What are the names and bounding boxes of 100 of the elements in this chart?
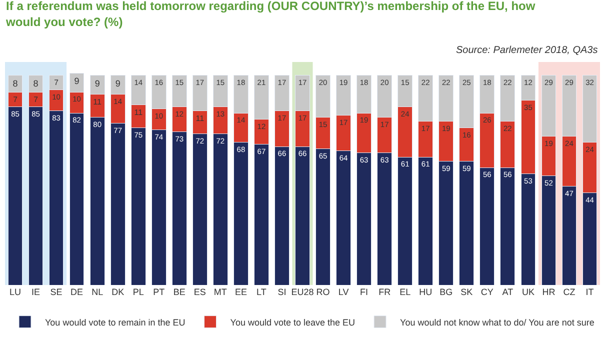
data-label: 29 (565, 78, 574, 87)
x-tick-label: EE (234, 287, 247, 297)
data-label: 17 (298, 114, 307, 123)
data-label: 14 (114, 96, 122, 106)
data-label: 17 (339, 118, 348, 127)
data-label: 47 (565, 189, 574, 198)
data-label: 63 (360, 156, 368, 165)
data-label: 74 (154, 132, 164, 142)
data-label: 52 (544, 178, 553, 188)
data-label: 11 (93, 97, 102, 106)
x-tick-label: CY (480, 287, 494, 297)
data-label: 8 (33, 78, 38, 88)
data-label: 65 (318, 151, 328, 160)
x-tick-label: DE (70, 287, 84, 297)
data-label: 56 (504, 170, 512, 180)
data-label: 15 (400, 78, 410, 87)
x-tick-label: SI (278, 287, 286, 297)
data-label: 10 (154, 111, 164, 120)
data-label: 75 (134, 130, 143, 140)
data-label: 32 (586, 78, 594, 87)
x-tick-label: EL (400, 287, 411, 297)
data-label: 10 (72, 94, 81, 104)
x-tick-label: SE (50, 287, 62, 297)
data-label: 19 (360, 116, 368, 125)
data-label: 16 (462, 130, 471, 140)
data-label: 8 (12, 78, 18, 88)
data-label: 72 (196, 136, 204, 146)
data-label: 9 (74, 76, 80, 86)
source-note: Source: Parlemeter 2018, QA3s (456, 45, 598, 56)
x-tick-label: NL (92, 287, 104, 297)
x-tick-label: UK (522, 287, 534, 297)
data-label: 24 (586, 145, 594, 154)
data-label: 12 (524, 78, 532, 87)
data-label: 64 (339, 153, 348, 162)
data-label: 20 (380, 78, 389, 87)
x-tick-label: LT (256, 287, 267, 297)
data-label: 24 (400, 109, 410, 118)
data-label: 72 (216, 136, 225, 146)
data-label: 26 (482, 116, 492, 125)
legend-label: You would vote to leave the EU (230, 317, 356, 328)
data-label: 14 (134, 78, 143, 87)
data-label: 21 (257, 78, 266, 87)
data-label: 11 (134, 108, 144, 117)
data-label: 19 (442, 124, 450, 134)
data-label: 67 (257, 147, 266, 156)
data-label: 61 (400, 160, 410, 169)
data-label: 63 (380, 156, 389, 165)
data-label: 13 (216, 109, 225, 118)
data-label: 12 (257, 122, 266, 131)
x-tick-label: HR (542, 287, 556, 297)
x-tick-label: FI (360, 287, 368, 297)
data-label: 66 (298, 149, 307, 158)
data-label: 15 (318, 120, 328, 129)
x-tick-label: BE (173, 287, 186, 297)
data-label: 68 (236, 145, 246, 154)
x-tick-label: LU (10, 287, 22, 297)
data-label: 18 (236, 78, 246, 87)
data-label: 53 (524, 176, 532, 186)
data-label: 7 (34, 94, 38, 104)
data-label: 7 (54, 78, 58, 88)
data-label: 85 (32, 109, 40, 118)
data-label: 15 (216, 78, 225, 87)
data-label: 44 (586, 195, 594, 204)
data-label: 61 (421, 160, 430, 169)
data-label: 14 (236, 116, 246, 125)
data-label: 85 (11, 109, 20, 118)
chart-title: If a referendum was held tomorrow regarding (OUR COUNTRY)’s membership of the EU, how would you vote? (%) (5, 0, 536, 29)
data-label: 19 (339, 78, 348, 87)
data-label: 29 (544, 78, 553, 87)
data-label: 15 (175, 78, 184, 87)
data-label: 22 (442, 78, 450, 87)
x-tick-label: MT (214, 287, 228, 297)
data-label: 59 (462, 164, 471, 173)
data-label: 17 (380, 120, 389, 129)
data-label: 22 (421, 78, 430, 87)
data-label: 9 (115, 78, 120, 88)
x-tick-label: DK (112, 287, 124, 297)
data-label: 17 (278, 78, 286, 87)
data-label: 16 (154, 78, 164, 87)
data-label: 18 (482, 78, 492, 87)
data-label: 35 (524, 103, 532, 112)
x-tick-label: IT (586, 287, 594, 297)
data-label: 7 (13, 94, 18, 104)
x-tick-label: EU28 (291, 287, 314, 297)
data-label: 56 (482, 170, 492, 180)
data-label: 18 (360, 78, 368, 87)
data-label: 19 (544, 138, 553, 148)
x-tick-label: PT (153, 287, 166, 297)
data-label: 20 (318, 78, 328, 87)
data-label: 83 (52, 114, 60, 123)
data-label: 66 (278, 149, 286, 158)
data-label: 25 (462, 78, 471, 87)
data-label: 24 (565, 138, 574, 148)
data-label: 17 (278, 114, 286, 123)
x-tick-label: FR (378, 287, 392, 297)
data-label: 22 (504, 78, 512, 87)
x-tick-label: ES (194, 287, 206, 297)
data-label: 17 (421, 124, 430, 134)
x-tick-label: IE (32, 287, 40, 297)
legend-label: You would not know what to do/ You are not sure (400, 317, 594, 328)
